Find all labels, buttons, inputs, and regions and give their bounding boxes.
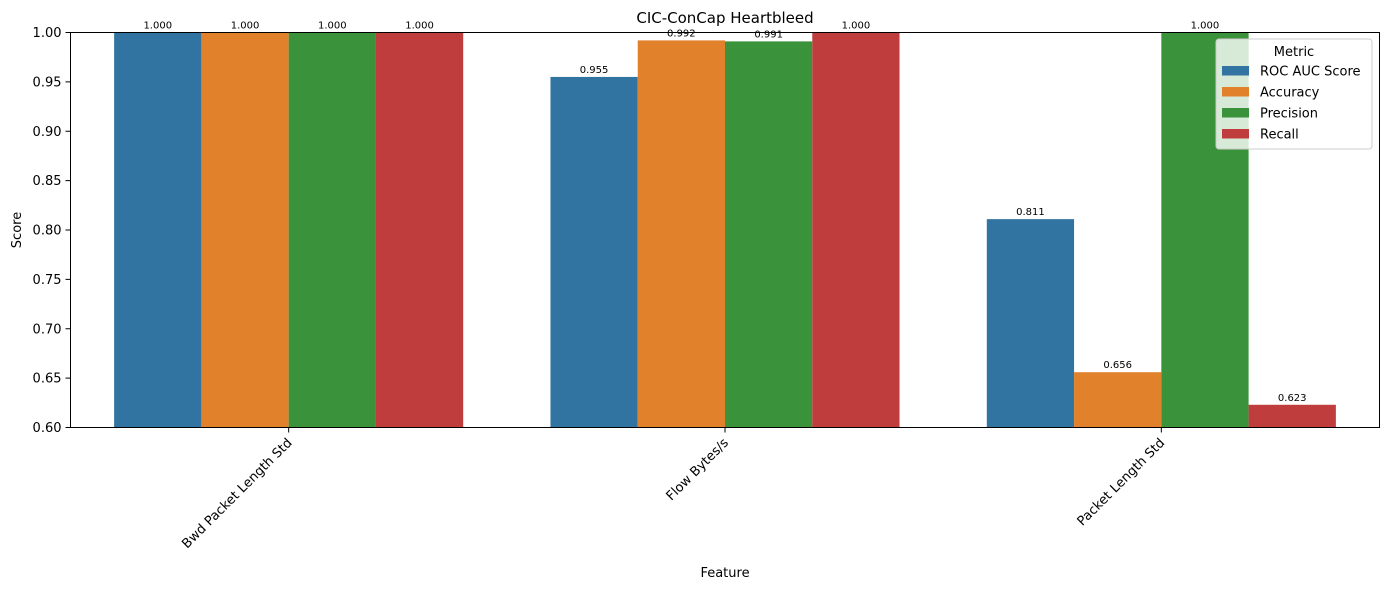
bar xyxy=(812,32,900,428)
bar xyxy=(288,32,376,428)
x-axis: Bwd Packet Length Std Flow Bytes/s Packet … xyxy=(179,427,1169,552)
legend-entry-label: Precision xyxy=(1260,107,1318,122)
bar xyxy=(1248,404,1336,428)
legend-entry-label: ROC AUC Score xyxy=(1260,65,1361,80)
data-label: 0.656 xyxy=(1103,360,1132,371)
data-label: 0.992 xyxy=(667,28,696,39)
data-label: 1.000 xyxy=(405,21,434,32)
bar xyxy=(637,40,725,428)
bar xyxy=(1074,372,1162,428)
bar xyxy=(550,76,638,428)
data-label: 1.000 xyxy=(1191,21,1220,32)
data-label: 0.955 xyxy=(580,65,609,76)
legend-box xyxy=(1215,38,1373,150)
data-label: 0.623 xyxy=(1278,393,1307,404)
data-label: 1.000 xyxy=(842,21,871,32)
y-tick-label: 0.90 xyxy=(33,125,62,140)
bar xyxy=(725,41,813,428)
y-axis-label: Score xyxy=(10,212,25,248)
legend: Metric ROC AUC Score Accuracy Precision Reca… xyxy=(1215,38,1373,150)
legend-entry-label: Recall xyxy=(1260,128,1299,143)
y-tick-label: 0.95 xyxy=(33,75,62,90)
y-axis: 0.60 0.65 0.70 0.75 0.80 0.85 0.90 0.95 1.00 xyxy=(33,26,71,436)
data-label: 1.000 xyxy=(231,21,260,32)
x-tick-label: Flow Bytes/s xyxy=(664,436,732,504)
bar xyxy=(375,32,464,428)
data-label: 0.811 xyxy=(1016,207,1045,218)
legend-swatch xyxy=(1222,129,1249,139)
y-tick-label: 0.85 xyxy=(33,174,62,189)
bar xyxy=(114,32,202,428)
y-tick-label: 0.70 xyxy=(33,322,62,337)
bar xyxy=(986,219,1075,428)
x-axis-label: Feature xyxy=(700,566,749,581)
chart-title: CIC-ConCap Heartbleed xyxy=(636,9,813,27)
data-label: 1.000 xyxy=(143,21,172,32)
x-tick-label: Packet Length Std xyxy=(1075,436,1169,530)
plot-frame xyxy=(70,32,1380,428)
legend-entry-label: Accuracy xyxy=(1260,86,1320,101)
data-label: 1.000 xyxy=(318,21,347,32)
y-tick-label: 0.60 xyxy=(33,421,62,436)
bars-group: 1.000 0.955 0.811 1.000 0.992 0.656 1.000 0.991… xyxy=(114,21,1336,428)
y-tick-label: 1.00 xyxy=(33,26,62,41)
y-tick-label: 0.75 xyxy=(33,273,62,288)
legend-swatch xyxy=(1222,66,1249,76)
y-tick-label: 0.80 xyxy=(33,224,62,239)
x-tick-label: Bwd Packet Length Std xyxy=(179,436,295,552)
y-tick-label: 0.65 xyxy=(33,372,62,387)
legend-title: Metric xyxy=(1274,45,1314,60)
bar xyxy=(201,32,289,428)
data-label: 0.991 xyxy=(754,29,783,40)
legend-swatch xyxy=(1222,87,1249,97)
legend-swatch xyxy=(1222,108,1249,118)
